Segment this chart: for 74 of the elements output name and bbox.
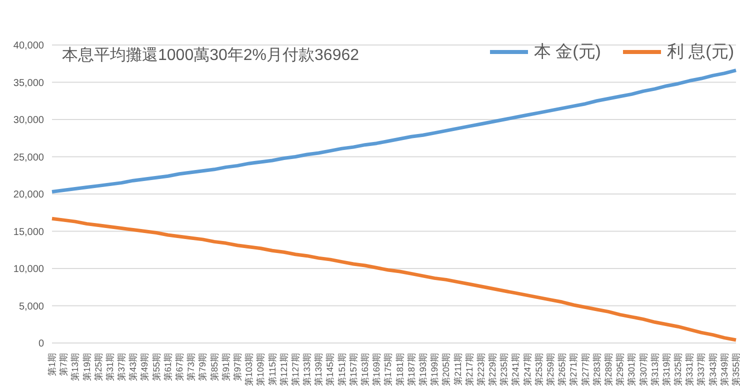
line-series [50, 216, 738, 342]
y-tick-label: 30,000 [13, 115, 44, 126]
x-tick-label: 第115期 [267, 353, 278, 386]
chart-title: 本息平均攤還1000萬30年2%月付款36962 [62, 46, 360, 66]
x-tick-label: 第13期 [70, 353, 80, 382]
x-tick-label: 第79期 [198, 353, 208, 382]
x-tick-label: 第343期 [708, 353, 718, 386]
x-tick-label: 第265期 [557, 353, 568, 386]
x-tick-label: 第271期 [568, 353, 579, 386]
x-tick-label: 第175期 [383, 353, 394, 386]
x-tick-label: 第289期 [603, 353, 614, 386]
x-tick-label: 第1期 [47, 353, 57, 376]
x-tick-label: 第277期 [580, 353, 590, 386]
x-tick-label: 第199期 [430, 353, 440, 386]
x-tick-label: 第85期 [209, 353, 220, 382]
x-tick-label: 第205期 [441, 353, 452, 386]
x-tick-label: 第97期 [232, 353, 242, 382]
x-tick-label: 第109期 [256, 353, 266, 386]
x-tick-label: 第55期 [151, 353, 162, 382]
x-tick-label: 第169期 [372, 353, 382, 386]
x-tick-label: 第235期 [499, 353, 510, 386]
legend-label: 本 金(元) [534, 41, 601, 63]
x-tick-label: 第127期 [290, 353, 300, 386]
x-tick-label: 第355期 [731, 353, 740, 386]
x-tick-label: 第307期 [638, 353, 648, 386]
x-tick-label: 第337期 [696, 353, 706, 386]
y-tick-label: 15,000 [13, 226, 44, 238]
x-tick-label: 第241期 [510, 353, 521, 386]
x-tick-label: 第157期 [348, 353, 358, 386]
x-tick-label: 第223期 [476, 353, 486, 386]
x-tick-label: 第91期 [220, 353, 231, 382]
x-tick-label: 第31期 [104, 353, 115, 382]
x-tick-label: 第163期 [360, 353, 370, 386]
y-tick-label: 40,000 [13, 40, 44, 52]
x-tick-label: 第133期 [302, 353, 312, 386]
x-tick-label: 第229期 [488, 353, 498, 386]
y-tick-label: 0 [38, 338, 44, 350]
x-tick-label: 第145期 [325, 353, 336, 386]
x-tick-label: 第259期 [546, 353, 556, 386]
x-tick-label: 第103期 [244, 353, 254, 386]
x-tick-label: 第211期 [452, 353, 463, 386]
x-tick-label: 第319期 [661, 353, 672, 386]
x-tick-label: 第25期 [93, 353, 104, 382]
legend-label: 利 息(元) [666, 41, 734, 63]
x-tick-label: 第61期 [162, 353, 173, 382]
x-tick-label: 第283期 [592, 353, 602, 386]
y-tick-label: 25,000 [13, 152, 44, 164]
x-tick-label: 第73期 [186, 353, 196, 382]
x-tick-label: 第49期 [140, 353, 150, 382]
x-tick-label: 第295期 [615, 353, 626, 386]
x-tick-label: 第7期 [58, 353, 69, 376]
y-tick-label: 20,000 [13, 190, 44, 201]
x-tick-label: 第43期 [128, 353, 138, 382]
y-tick-label: 10,000 [13, 264, 44, 276]
y-tick-label: 35,000 [13, 78, 44, 89]
x-tick-label: 第247期 [522, 353, 532, 386]
x-tick-label: 第217期 [464, 353, 474, 386]
x-tick-label: 第37期 [116, 353, 127, 382]
x-tick-label: 第121期 [278, 353, 289, 386]
line-series [50, 68, 738, 194]
x-tick-label: 第253期 [534, 353, 544, 386]
x-tick-label: 第331期 [684, 353, 695, 386]
x-tick-label: 第187期 [406, 353, 416, 386]
x-tick-label: 第325期 [673, 353, 684, 386]
x-tick-label: 第193期 [418, 353, 428, 386]
x-tick-label: 第313期 [650, 353, 660, 386]
x-tick-label: 第181期 [394, 353, 405, 386]
x-tick-label: 第301期 [626, 353, 637, 386]
x-tick-label: 第151期 [336, 353, 347, 386]
x-tick-label: 第139期 [314, 353, 324, 386]
x-tick-label: 第67期 [174, 353, 185, 382]
y-tick-label: 5,000 [18, 301, 44, 312]
x-tick-label: 第349期 [719, 353, 730, 386]
x-tick-label: 第19期 [82, 353, 92, 382]
